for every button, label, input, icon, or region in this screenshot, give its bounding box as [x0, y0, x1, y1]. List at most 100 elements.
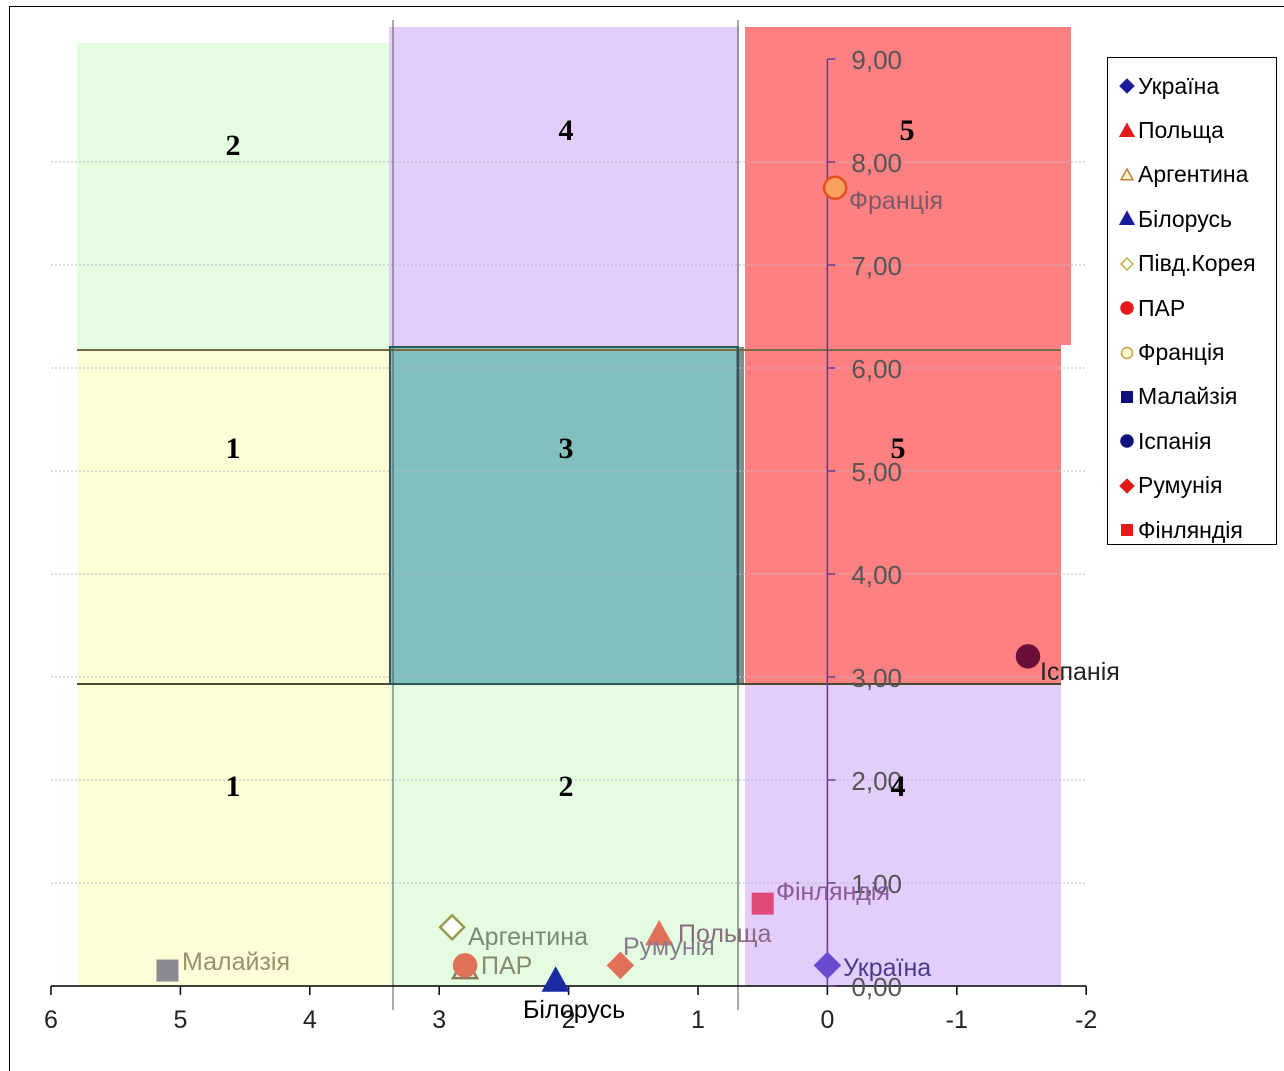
zone-number-label: 4 [559, 114, 574, 147]
point-білорусь [541, 966, 570, 992]
legend-marker [1121, 524, 1133, 537]
y-tick-label: 5,00 [851, 457, 902, 487]
legend-marker-icon [1118, 299, 1136, 317]
legend-marker [1120, 434, 1134, 449]
y-tick-label: 7,00 [851, 251, 902, 281]
legend: Україна Польща Аргентина Білорусь Півд.Корея… [1107, 57, 1277, 545]
teal-border [389, 346, 739, 685]
point-label: Аргентина [468, 923, 588, 951]
zone-5 [390, 347, 738, 684]
zone-number-label: 1 [226, 770, 241, 803]
point-румунія [606, 951, 635, 980]
y-tick-label: 6,00 [851, 354, 902, 384]
legend-marker-icon [1118, 210, 1136, 228]
legend-marker-icon [1118, 388, 1136, 406]
legend-item: Півд.Корея [1108, 242, 1276, 286]
legend-marker [1118, 122, 1136, 137]
point-label: Малайзія [182, 948, 290, 976]
point-label: Фінляндія [776, 878, 890, 906]
legend-marker-icon [1118, 344, 1136, 362]
legend-item: Румунія [1108, 464, 1276, 508]
legend-marker-icon [1118, 166, 1136, 184]
axes: 6 5 4 3 2 1 0 -1 -2 0,00 1,00 2,00 3,00 4,00 5,00 6,00 7… [44, 45, 1097, 1034]
point-півд-корея [438, 913, 466, 942]
zone-number-label: 1 [226, 432, 241, 465]
zone-labels: 2 4 5 1 3 5 1 2 4 [226, 114, 915, 803]
legend-marker [1119, 78, 1135, 94]
data-points [156, 175, 1041, 992]
y-tick-label: 3,00 [851, 663, 902, 693]
y-tick-label: 9,00 [851, 45, 902, 75]
legend-marker [1121, 390, 1133, 403]
point-франція [822, 175, 848, 200]
legend-marker [1119, 477, 1135, 494]
zone-number-label: 5 [900, 114, 915, 147]
zone-1 [77, 43, 390, 350]
point-label: ПАР [481, 952, 532, 980]
legend-marker-icon [1118, 477, 1136, 495]
zone-4 [77, 350, 390, 684]
point-label: Польща [678, 920, 772, 948]
zone-number-label: 5 [891, 432, 906, 465]
zone-9 [745, 684, 1061, 986]
legend-item: Україна [1108, 64, 1276, 108]
point-пар [452, 953, 478, 978]
zone-2 [389, 27, 739, 348]
legend-label: Півд.Корея [1138, 250, 1256, 277]
x-tick-label: -1 [946, 1006, 968, 1034]
zone-edge [736, 347, 744, 684]
zone-7 [77, 684, 390, 986]
legend-label: Іспанія [1138, 427, 1212, 454]
zone-backgrounds [77, 27, 1071, 986]
y-tick-label: 4,00 [851, 560, 902, 590]
legend-marker [1119, 167, 1135, 181]
legend-label: Малайзія [1138, 383, 1238, 410]
point-label: Україна [843, 954, 931, 982]
legend-item: Польща [1108, 108, 1276, 152]
chart-frame [9, 6, 1284, 1071]
x-tick-label: 3 [432, 1006, 446, 1034]
legend-label: Білорусь [1138, 205, 1232, 232]
point-label: Іспанія [1040, 658, 1120, 686]
zone-number-label: 2 [226, 129, 241, 162]
point-іспанія [1015, 644, 1041, 669]
x-tick-label: 1 [691, 1006, 705, 1034]
x-tick-label: 6 [44, 1006, 58, 1034]
legend-marker-icon [1118, 77, 1136, 95]
legend-marker [1118, 210, 1136, 226]
x-tick-label: -2 [1075, 1006, 1097, 1034]
point-малайзія [156, 959, 179, 982]
legend-marker [1120, 301, 1134, 315]
zone-3 [745, 27, 1071, 345]
legend-label: Франція [1138, 339, 1225, 366]
zone-dividers [77, 20, 1061, 1010]
zone-number-label: 2 [559, 770, 574, 803]
x-tick-label: 0 [820, 1006, 834, 1034]
legend-label: ПАР [1138, 294, 1186, 321]
x-tick-label: 5 [173, 1006, 187, 1034]
legend-label: Польща [1138, 117, 1224, 144]
point-label: Румунія [623, 933, 715, 961]
legend-item: Іспанія [1108, 419, 1276, 463]
zone-number-label: 4 [891, 770, 906, 803]
x-tick-label: 4 [303, 1006, 317, 1034]
zone-6 [745, 345, 1061, 684]
x-tick-label: 2 [562, 1006, 576, 1034]
point-польща [645, 919, 674, 946]
gridlines [51, 161, 1085, 884]
legend-item: ПАР [1108, 286, 1276, 330]
legend-marker-icon [1118, 521, 1136, 539]
legend-label: Фінляндія [1138, 516, 1243, 543]
legend-item: Малайзія [1108, 375, 1276, 419]
legend-item: Аргентина [1108, 153, 1276, 197]
legend-marker-icon [1118, 432, 1136, 450]
legend-item: Білорусь [1108, 197, 1276, 241]
point-україна [813, 951, 842, 980]
point-фінляндія [751, 892, 774, 915]
y-tick-label: 1,00 [851, 869, 902, 899]
y-tick-label: 8,00 [851, 148, 902, 178]
legend-marker [1120, 346, 1134, 359]
zone-number-label: 3 [559, 432, 574, 465]
point-label: Франція [849, 187, 943, 215]
